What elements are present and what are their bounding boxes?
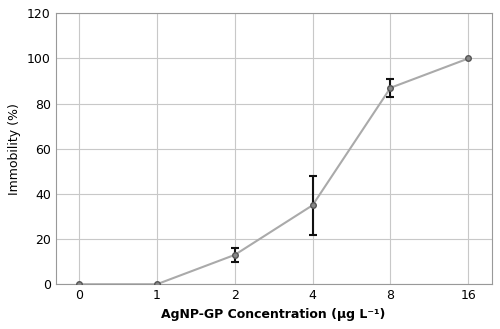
X-axis label: AgNP-GP Concentration (μg L⁻¹): AgNP-GP Concentration (μg L⁻¹) — [162, 308, 386, 321]
Y-axis label: Immobility (%): Immobility (%) — [8, 103, 22, 195]
